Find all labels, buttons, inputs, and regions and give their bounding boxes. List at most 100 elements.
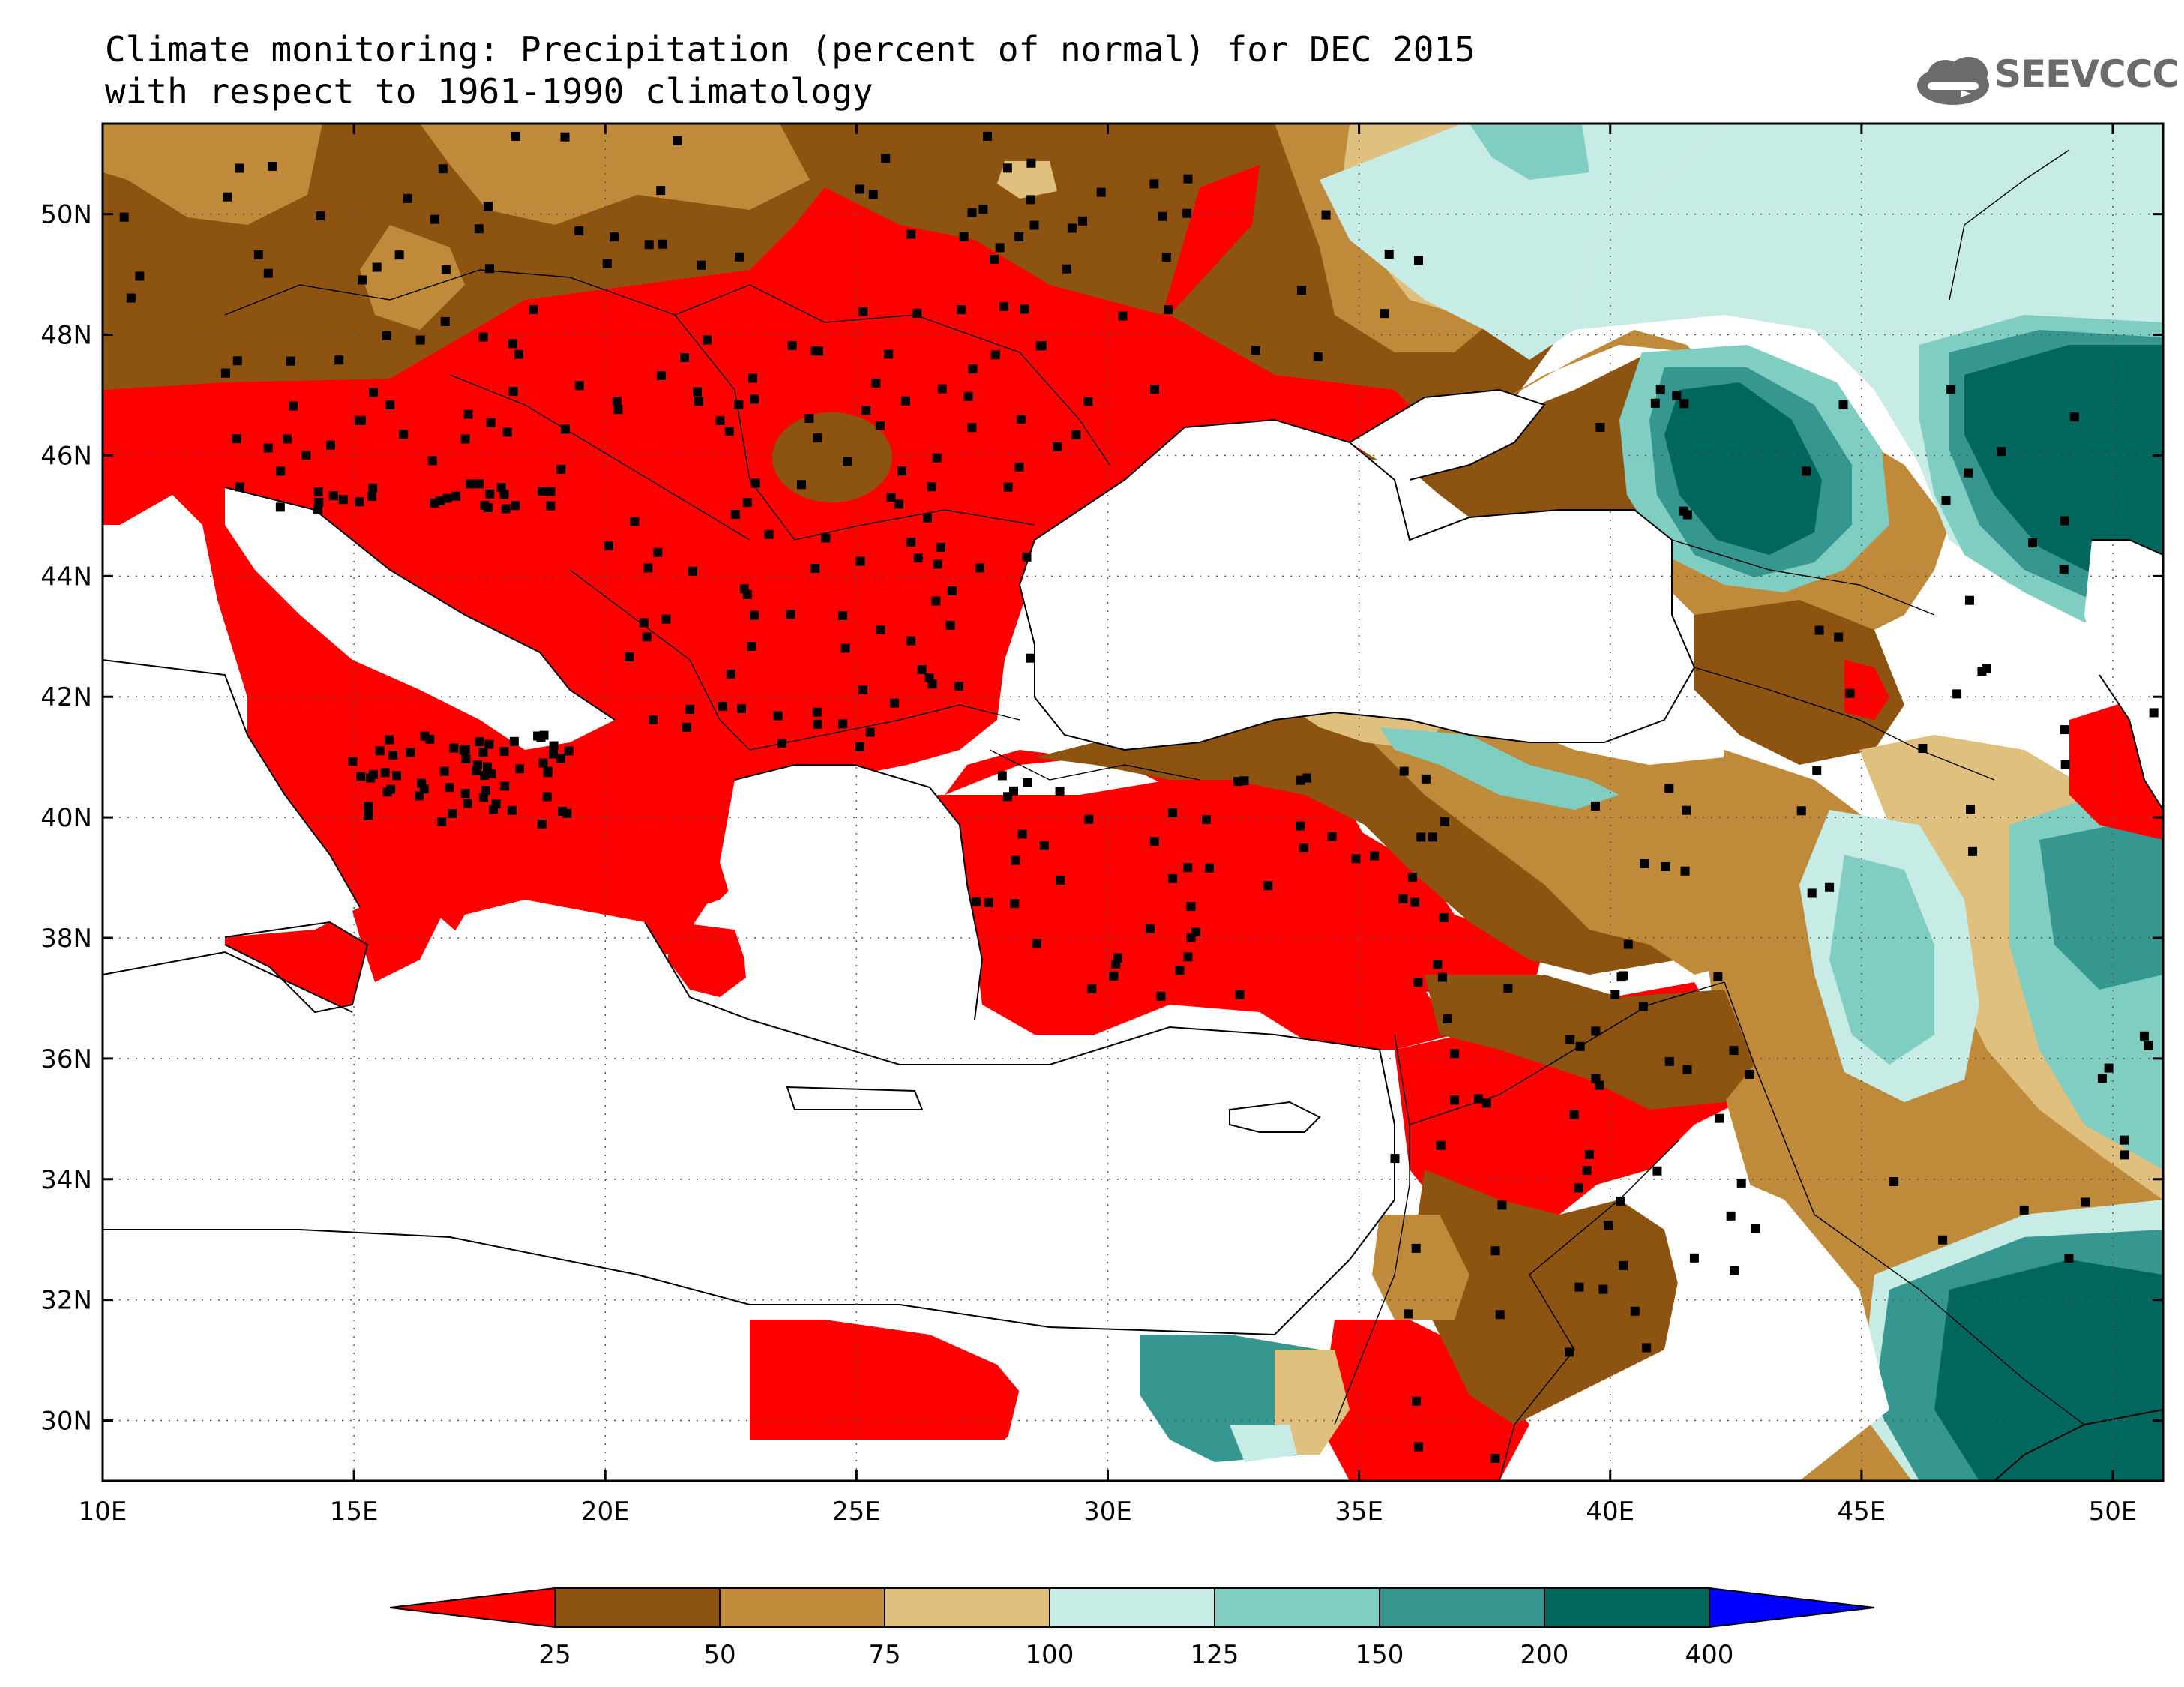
station-marker xyxy=(886,493,896,502)
station-marker xyxy=(777,739,787,748)
tick-label-lon: 10E xyxy=(79,1497,127,1527)
station-marker xyxy=(1574,1183,1583,1193)
station-marker xyxy=(1575,1041,1585,1051)
station-marker xyxy=(1679,506,1688,516)
station-marker xyxy=(338,495,348,505)
station-marker xyxy=(558,806,568,816)
station-marker xyxy=(1679,399,1689,409)
coastlines xyxy=(103,388,2163,1481)
station-marker xyxy=(442,493,452,503)
station-marker xyxy=(268,161,277,171)
legend-label: 200 xyxy=(1520,1640,1569,1670)
station-marker xyxy=(1017,829,1027,839)
station-marker xyxy=(1715,1113,1724,1123)
station-marker xyxy=(232,356,242,366)
legend-swatch xyxy=(884,1587,1050,1628)
sea-black xyxy=(1020,420,1694,750)
station-marker xyxy=(1399,766,1409,776)
station-marker xyxy=(881,154,891,163)
station-marker xyxy=(542,792,552,802)
land-nodata-arabia xyxy=(1649,1155,1889,1481)
station-marker xyxy=(971,897,981,906)
station-marker xyxy=(1263,881,1273,891)
station-marker xyxy=(1062,264,1072,274)
station-marker xyxy=(2144,1041,2153,1050)
legend-label: 25 xyxy=(538,1640,571,1670)
station-marker xyxy=(1889,1177,1899,1187)
station-marker xyxy=(692,387,702,397)
station-marker xyxy=(718,701,727,711)
station-marker xyxy=(1655,385,1665,394)
station-marker xyxy=(1183,174,1193,184)
station-marker xyxy=(1182,208,1192,218)
station-marker xyxy=(1351,854,1361,864)
station-marker xyxy=(1096,187,1106,197)
station-marker xyxy=(730,509,740,519)
station-marker xyxy=(734,400,744,409)
title-line-1: Climate monitoring: Precipitation (perce… xyxy=(105,29,1475,70)
station-marker xyxy=(748,373,758,383)
legend-label: 100 xyxy=(1026,1640,1074,1670)
station-marker xyxy=(135,271,145,281)
station-marker xyxy=(445,783,454,793)
station-marker xyxy=(1726,1211,1736,1221)
field-iran-dark-east xyxy=(2039,825,2163,990)
station-marker xyxy=(1814,625,1824,635)
field-sinai-lightteal xyxy=(1230,1425,1297,1462)
station-marker xyxy=(1204,863,1214,873)
station-marker xyxy=(947,586,957,596)
station-marker xyxy=(1650,398,1660,408)
tick-label-lat: 48N xyxy=(40,321,92,351)
station-marker xyxy=(1964,468,1973,478)
station-marker xyxy=(812,707,822,717)
station-marker xyxy=(348,757,358,766)
station-marker xyxy=(500,781,510,791)
station-marker xyxy=(508,387,518,397)
station-marker xyxy=(906,636,916,646)
station-marker xyxy=(1729,1266,1739,1275)
station-marker xyxy=(658,239,667,249)
station-marker xyxy=(1183,952,1193,962)
station-marker xyxy=(673,136,682,145)
station-marker xyxy=(1398,894,1408,903)
field-iran-teal xyxy=(1829,855,1934,1065)
station-marker xyxy=(499,747,509,757)
station-marker xyxy=(858,685,868,694)
station-marker xyxy=(959,232,969,241)
station-marker xyxy=(1796,806,1806,816)
field-turkey-teal xyxy=(1380,727,1619,810)
station-marker xyxy=(560,424,570,434)
station-marker xyxy=(1327,832,1337,841)
station-marker xyxy=(441,265,451,274)
station-marker xyxy=(1026,195,1035,205)
plot-frame xyxy=(101,122,2165,1482)
station-marker xyxy=(1672,391,1682,400)
station-marker xyxy=(796,480,806,490)
station-marker xyxy=(764,529,774,539)
station-marker xyxy=(1439,912,1449,922)
field-north-lightbrown-2 xyxy=(360,225,465,330)
station-marker xyxy=(913,553,923,563)
station-marker xyxy=(1619,971,1628,981)
field-north-lightbrown-1 xyxy=(103,124,322,225)
legend-label: 50 xyxy=(703,1640,735,1670)
station-marker xyxy=(508,339,517,349)
station-marker xyxy=(983,131,993,141)
station-marker xyxy=(480,500,490,510)
sea-caspian xyxy=(2084,540,2163,810)
legend-swatch-low xyxy=(389,1587,556,1629)
station-marker xyxy=(604,541,613,551)
sea-adriatic xyxy=(225,487,615,750)
station-marker xyxy=(486,418,496,427)
station-marker xyxy=(474,224,484,234)
station-marker xyxy=(773,711,783,721)
station-marker xyxy=(461,754,471,764)
station-marker xyxy=(642,632,652,642)
station-marker xyxy=(1497,1200,1507,1210)
station-marker xyxy=(1966,805,1976,814)
station-marker xyxy=(1145,924,1155,933)
station-marker xyxy=(838,610,848,620)
station-marker xyxy=(451,491,461,501)
station-marker xyxy=(861,406,871,415)
